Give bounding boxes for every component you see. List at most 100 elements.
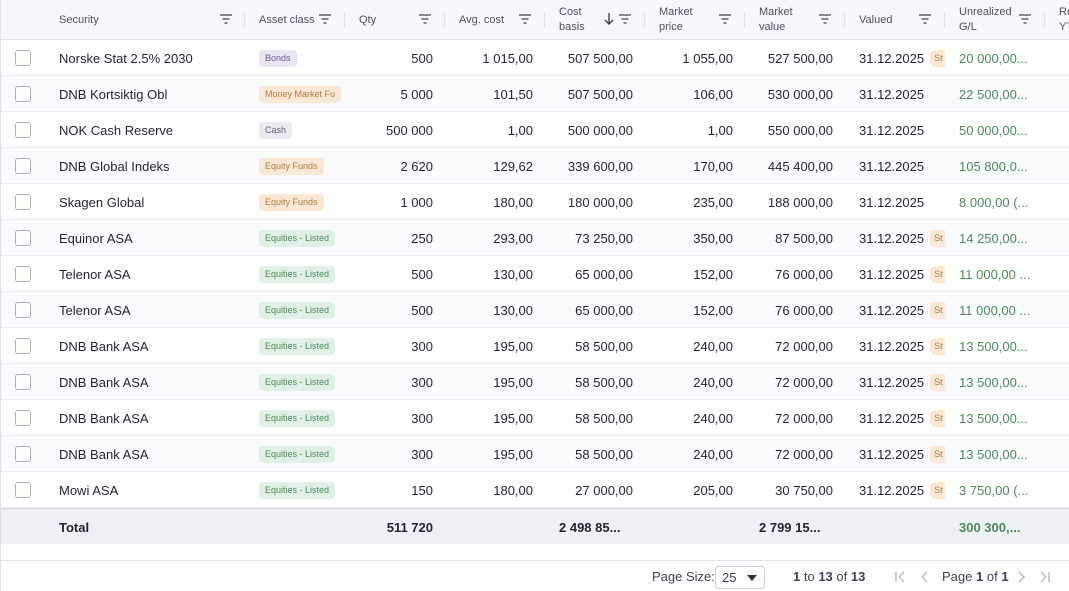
row-checkbox[interactable]	[15, 374, 31, 390]
header-market-value[interactable]: Market value	[759, 0, 845, 40]
header-realized[interactable]: Re YT	[1059, 0, 1069, 40]
column-separator[interactable]	[444, 12, 445, 28]
cell-asset-class: Equity Funds	[259, 148, 345, 184]
status-badge: St	[930, 337, 945, 355]
table-row[interactable]: DNB Bank ASA Equities - Listed 300 195,00 58…	[1, 400, 1069, 436]
page-indicator: Page 1 of 1	[942, 561, 1009, 591]
header-qty-label: Qty	[359, 13, 377, 26]
filter-icon[interactable]	[1018, 12, 1032, 26]
column-separator[interactable]	[644, 12, 645, 28]
row-checkbox[interactable]	[15, 158, 31, 174]
previous-page-icon[interactable]	[918, 570, 932, 584]
row-checkbox[interactable]	[15, 50, 31, 66]
cell-cost-basis: 507 500,00	[567, 86, 633, 102]
filter-icon[interactable]	[718, 12, 732, 26]
table-row[interactable]: Telenor ASA Equities - Listed 500 130,00 65 …	[1, 256, 1069, 292]
cell-security: DNB Global Indeks	[59, 158, 170, 174]
table-row[interactable]: DNB Bank ASA Equities - Listed 300 195,00 58…	[1, 364, 1069, 400]
header-asset-class-label: Asset class	[259, 13, 315, 26]
cell-security: NOK Cash Reserve	[59, 122, 174, 138]
cell-qty: 300	[411, 446, 433, 462]
cell-valued: 31.12.2025	[859, 184, 945, 220]
column-separator[interactable]	[744, 12, 745, 28]
row-checkbox[interactable]	[15, 302, 31, 318]
cell-market-value: 445 400,00	[767, 158, 833, 174]
cell-market-value: 72 000,00	[775, 338, 833, 354]
cell-asset-class: Equities - Listed	[259, 472, 345, 508]
table-row[interactable]: Equinor ASA Equities - Listed 250 293,00 73 …	[1, 220, 1069, 256]
row-checkbox[interactable]	[15, 338, 31, 354]
row-checkbox[interactable]	[15, 194, 31, 210]
table-row[interactable]: Norske Stat 2.5% 2030 Bonds 500 1 015,00 507…	[1, 40, 1069, 76]
cell-cost-basis: 180 000,00	[567, 194, 633, 210]
table-row[interactable]: DNB Global Indeks Equity Funds 2 620 129,62…	[1, 148, 1069, 184]
first-page-icon[interactable]	[893, 570, 907, 584]
asset-class-badge: Equities - Listed	[259, 337, 336, 355]
filter-icon[interactable]	[918, 12, 932, 26]
row-checkbox[interactable]	[15, 482, 31, 498]
column-separator[interactable]	[244, 12, 245, 28]
valued-date: 31.12.2025	[859, 482, 925, 498]
header-cost-basis[interactable]: Cost basis	[559, 0, 645, 40]
cell-market-value: 30 750,00	[775, 482, 833, 498]
cell-market-value: 530 000,00	[767, 86, 833, 102]
table-row[interactable]: DNB Bank ASA Equities - Listed 300 195,00 58…	[1, 328, 1069, 364]
page-size-value: 25	[722, 570, 737, 585]
cell-market-value: 188 000,00	[767, 194, 833, 210]
row-checkbox[interactable]	[15, 410, 31, 426]
header-market-value-line1: Market	[759, 6, 793, 18]
status-badge: St	[930, 481, 945, 499]
table-row[interactable]: Skagen Global Equity Funds 1 000 180,00 180 …	[1, 184, 1069, 220]
header-unrealized-label: Unrealized G/L	[959, 5, 1012, 35]
filter-icon[interactable]	[518, 12, 532, 26]
cell-qty: 5 000	[400, 86, 433, 102]
filter-icon[interactable]	[318, 12, 332, 26]
cell-avg-cost: 130,00	[493, 302, 533, 318]
valued-date: 31.12.2025	[859, 194, 925, 210]
row-checkbox[interactable]	[15, 446, 31, 462]
cell-valued: 31.12.2025	[859, 148, 945, 184]
valued-date: 31.12.2025	[859, 338, 925, 354]
column-separator[interactable]	[944, 12, 945, 28]
next-page-icon[interactable]	[1014, 570, 1028, 584]
table-row[interactable]: DNB Bank ASA Equities - Listed 300 195,00 58…	[1, 436, 1069, 472]
column-separator[interactable]	[544, 12, 545, 28]
header-unrealized-line2: G/L	[959, 21, 977, 33]
last-page-icon[interactable]	[1038, 570, 1052, 584]
column-separator[interactable]	[344, 12, 345, 28]
column-separator[interactable]	[844, 12, 845, 28]
table-row[interactable]: Mowi ASA Equities - Listed 150 180,00 27 000…	[1, 472, 1069, 508]
sort-descending-icon[interactable]	[602, 12, 616, 26]
header-valued[interactable]: Valued	[859, 0, 945, 40]
asset-class-badge: Equities - Listed	[259, 265, 336, 283]
asset-class-badge: Money Market Fu	[259, 85, 342, 103]
table-row[interactable]: Telenor ASA Equities - Listed 500 130,00 65 …	[1, 292, 1069, 328]
row-checkbox[interactable]	[15, 230, 31, 246]
header-asset-class[interactable]: Asset class	[259, 0, 345, 40]
cell-market-price: 1,00	[707, 122, 733, 138]
row-checkbox[interactable]	[15, 122, 31, 138]
column-separator[interactable]	[1044, 12, 1045, 28]
cell-qty: 2 620	[400, 158, 433, 174]
header-security[interactable]: Security	[59, 0, 245, 40]
cell-unrealized: 13 500,00...	[959, 410, 1028, 426]
cell-cost-basis: 65 000,00	[575, 302, 633, 318]
filter-icon[interactable]	[418, 12, 432, 26]
table-row[interactable]: DNB Kortsiktig Obl Money Market Fu 5 000 10…	[1, 76, 1069, 112]
header-cost-basis-label: Cost basis	[559, 5, 585, 35]
filter-icon[interactable]	[618, 12, 632, 26]
row-checkbox[interactable]	[15, 86, 31, 102]
table-row[interactable]: NOK Cash Reserve Cash 500 000 1,00 500 000,0…	[1, 112, 1069, 148]
cell-asset-class: Equity Funds	[259, 184, 345, 220]
header-market-price[interactable]: Market price	[659, 0, 745, 40]
cell-qty: 150	[411, 482, 433, 498]
header-unrealized[interactable]: Unrealized G/L	[959, 0, 1045, 40]
filter-icon[interactable]	[219, 12, 233, 26]
cell-qty: 300	[411, 410, 433, 426]
header-qty[interactable]: Qty	[359, 0, 445, 40]
header-avg-cost[interactable]: Avg. cost	[459, 0, 545, 40]
page-size-select[interactable]: 25	[715, 566, 765, 589]
cell-security: Skagen Global	[59, 194, 145, 210]
filter-icon[interactable]	[818, 12, 832, 26]
row-checkbox[interactable]	[15, 266, 31, 282]
